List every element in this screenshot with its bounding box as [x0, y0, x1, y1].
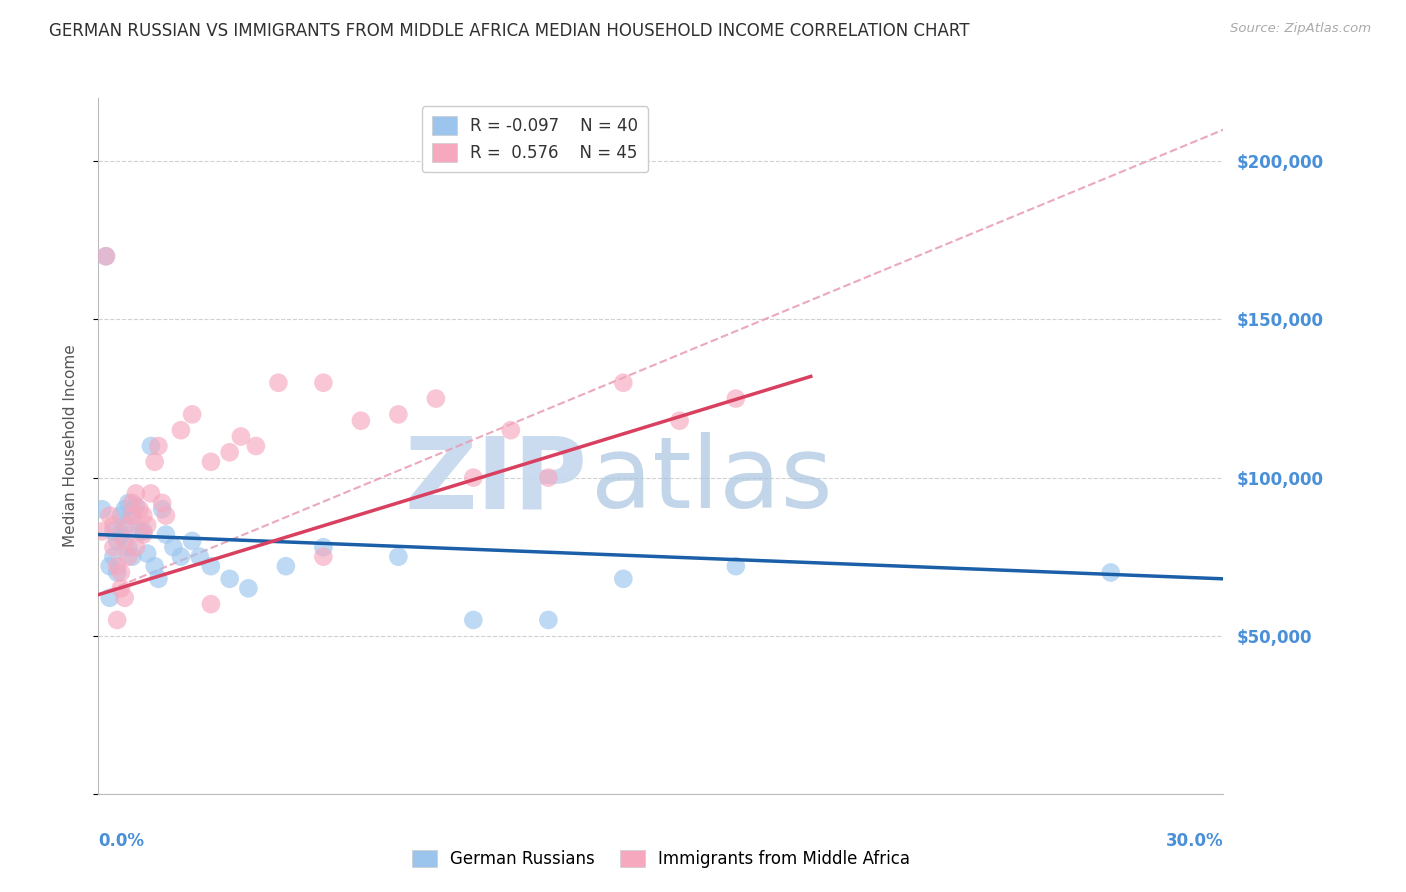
Point [312, 376, 335, 390]
Text: atlas: atlas [591, 433, 832, 529]
Point [94, 249, 117, 263]
Text: 30.0%: 30.0% [1166, 832, 1223, 850]
Point [103, 524, 125, 539]
Point [117, 496, 139, 510]
Point [121, 508, 143, 523]
Point [128, 524, 150, 539]
Point [425, 392, 447, 406]
Legend: German Russians, Immigrants from Middle Africa: German Russians, Immigrants from Middle … [405, 843, 917, 875]
Point [143, 559, 166, 574]
Y-axis label: Median Household Income: Median Household Income [63, 344, 77, 548]
Point [94, 249, 117, 263]
Point [200, 597, 222, 611]
Point [117, 549, 139, 564]
Point [128, 502, 150, 516]
Point [724, 559, 747, 574]
Point [121, 549, 143, 564]
Point [274, 559, 297, 574]
Legend: R = -0.097    N = 40, R =  0.576    N = 45: R = -0.097 N = 40, R = 0.576 N = 45 [422, 106, 648, 172]
Point [155, 508, 177, 523]
Point [114, 502, 136, 516]
Point [105, 613, 128, 627]
Point [148, 572, 170, 586]
Point [98, 559, 121, 574]
Point [136, 518, 159, 533]
Point [110, 566, 132, 580]
Point [103, 540, 125, 554]
Text: GERMAN RUSSIAN VS IMMIGRANTS FROM MIDDLE AFRICA MEDIAN HOUSEHOLD INCOME CORRELAT: GERMAN RUSSIAN VS IMMIGRANTS FROM MIDDLE… [49, 22, 970, 40]
Point [267, 376, 290, 390]
Point [245, 439, 267, 453]
Point [612, 376, 634, 390]
Point [114, 533, 136, 548]
Point [139, 486, 162, 500]
Point [143, 455, 166, 469]
Point [98, 591, 121, 605]
Point [463, 470, 485, 484]
Point [132, 524, 155, 539]
Point [150, 502, 173, 516]
Point [200, 455, 222, 469]
Point [463, 613, 485, 627]
Point [132, 508, 155, 523]
Point [387, 549, 409, 564]
Text: Source: ZipAtlas.com: Source: ZipAtlas.com [1230, 22, 1371, 36]
Point [105, 566, 128, 580]
Point [103, 518, 125, 533]
Point [537, 470, 560, 484]
Point [218, 572, 240, 586]
Point [114, 591, 136, 605]
Point [125, 499, 148, 513]
Point [238, 582, 260, 596]
Point [110, 527, 132, 541]
Point [150, 496, 173, 510]
Point [139, 439, 162, 453]
Point [312, 540, 335, 554]
Point [125, 486, 148, 500]
Point [218, 445, 240, 459]
Point [612, 572, 634, 586]
Point [181, 533, 204, 548]
Point [117, 518, 139, 533]
Point [350, 414, 373, 428]
Point [105, 533, 128, 548]
Point [91, 524, 114, 539]
Point [387, 408, 409, 422]
Point [668, 414, 690, 428]
Point [110, 582, 132, 596]
Point [121, 496, 143, 510]
Text: ZIP: ZIP [405, 433, 588, 529]
Point [110, 508, 132, 523]
Point [148, 439, 170, 453]
Point [103, 549, 125, 564]
Point [499, 423, 522, 437]
Point [537, 613, 560, 627]
Point [170, 423, 193, 437]
Point [1099, 566, 1122, 580]
Point [114, 518, 136, 533]
Point [105, 559, 128, 574]
Point [98, 508, 121, 523]
Point [162, 540, 184, 554]
Point [188, 549, 211, 564]
Text: 0.0%: 0.0% [98, 832, 145, 850]
Point [170, 549, 193, 564]
Point [121, 508, 143, 523]
Point [125, 540, 148, 554]
Point [132, 527, 155, 541]
Point [724, 392, 747, 406]
Point [155, 527, 177, 541]
Point [117, 540, 139, 554]
Point [181, 408, 204, 422]
Point [312, 549, 335, 564]
Point [136, 547, 159, 561]
Point [200, 559, 222, 574]
Point [229, 429, 252, 443]
Point [91, 502, 114, 516]
